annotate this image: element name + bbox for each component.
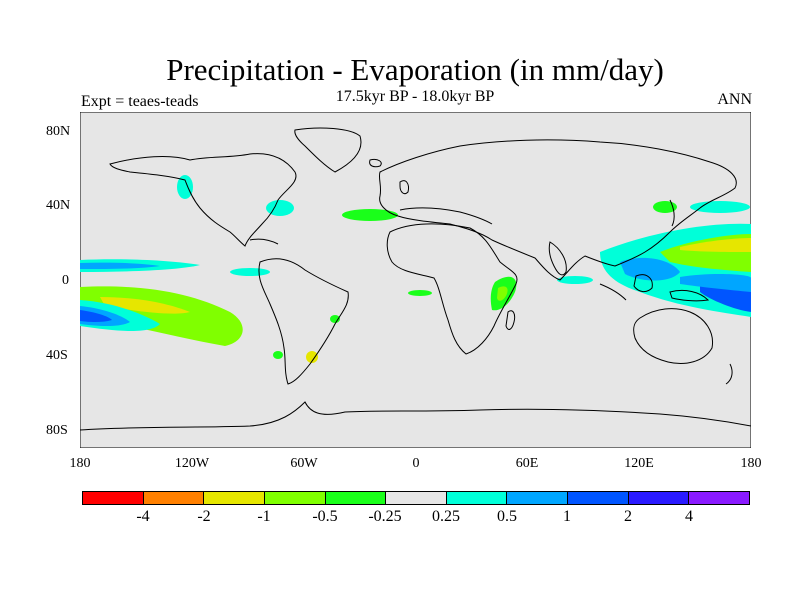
colorbar-swatch bbox=[83, 492, 144, 504]
colorbar-label: -0.25 bbox=[368, 508, 402, 525]
coast-north-america bbox=[109, 153, 297, 247]
coast-antarctica bbox=[80, 401, 751, 431]
colorbar-label: 0.5 bbox=[497, 508, 517, 525]
colorbar-label: 2 bbox=[624, 508, 632, 525]
coast-india bbox=[548, 241, 567, 276]
colorbar bbox=[82, 491, 750, 505]
contour-blob-nwpac bbox=[690, 201, 750, 213]
experiment-label: Expt = teaes-teads bbox=[81, 93, 199, 110]
coast-new-zealand bbox=[725, 363, 733, 385]
coast-madagascar bbox=[505, 310, 516, 330]
coast-south-america bbox=[258, 258, 349, 385]
colorbar-swatch bbox=[446, 492, 508, 504]
coast-eurasia bbox=[378, 139, 737, 281]
colorbar-swatch bbox=[689, 492, 750, 504]
contour-band-sp-deepblue bbox=[80, 310, 112, 322]
contour-band-sp-yellow bbox=[100, 297, 190, 314]
contour-blob-sa3 bbox=[273, 351, 283, 359]
coast-caribbean bbox=[249, 238, 279, 245]
world-map bbox=[80, 112, 751, 448]
coast-uk bbox=[399, 180, 409, 195]
colorbar-label: 0.25 bbox=[432, 508, 460, 525]
colorbar-label: -1 bbox=[257, 508, 271, 525]
colorbar-label: -4 bbox=[136, 508, 150, 525]
colorbar-swatch bbox=[325, 492, 387, 504]
y-tick-label: 40N bbox=[46, 198, 71, 213]
colorbar-label: -2 bbox=[197, 508, 211, 525]
y-tick-label: 80S bbox=[46, 423, 68, 438]
chart-subtitle: 17.5kyr BP - 18.0kyr BP bbox=[335, 88, 495, 105]
x-tick-label: 180 bbox=[69, 456, 91, 471]
colorbar-swatch bbox=[507, 492, 569, 504]
contour-band-wp-blue2 bbox=[680, 274, 751, 292]
x-tick-label: 60W bbox=[290, 456, 318, 471]
chart-title: Precipitation - Evaporation (in mm/day) bbox=[166, 52, 664, 87]
contour-blob-sa2 bbox=[330, 315, 340, 323]
y-tick-label: 0 bbox=[62, 273, 69, 288]
contour-blob-atl1 bbox=[342, 209, 398, 221]
contour-blob-atl2 bbox=[266, 200, 294, 216]
x-tick-label: 120E bbox=[624, 456, 654, 471]
contour-blob-atl-eq bbox=[408, 290, 432, 296]
contour-blob-atl3 bbox=[230, 268, 270, 276]
coast-mediterranean bbox=[399, 207, 493, 225]
coast-australia bbox=[633, 308, 714, 364]
colorbar-swatch bbox=[204, 492, 265, 504]
colorbar-swatch bbox=[143, 492, 205, 504]
coast-iceland bbox=[369, 159, 382, 168]
coast-sumatra bbox=[599, 283, 627, 301]
contour-band-eafrica-yellow bbox=[497, 286, 508, 301]
coastlines bbox=[80, 127, 751, 431]
x-tick-label: 180 bbox=[740, 456, 762, 471]
colorbar-label: 4 bbox=[685, 508, 693, 525]
x-tick-label: 0 bbox=[412, 456, 420, 471]
coast-africa bbox=[386, 223, 518, 355]
colorbar-label: 1 bbox=[563, 508, 571, 525]
y-tick-label: 40S bbox=[46, 348, 68, 363]
coast-new-guinea bbox=[669, 289, 710, 302]
coast-greenland bbox=[294, 127, 362, 173]
contour-blob-ind1 bbox=[557, 276, 593, 284]
x-tick-label: 60E bbox=[515, 456, 539, 471]
contour-blob-na bbox=[177, 175, 193, 199]
pme-contours bbox=[80, 175, 751, 363]
contour-blob-japan bbox=[653, 201, 677, 213]
x-tick-label: 120W bbox=[174, 456, 210, 471]
contour-blob-sa bbox=[306, 351, 318, 363]
contour-band-wp-blue bbox=[620, 257, 680, 281]
colorbar-swatch bbox=[386, 492, 447, 504]
colorbar-swatch bbox=[264, 492, 326, 504]
colorbar-label: -0.5 bbox=[312, 508, 338, 525]
contour-band-itcz-blue bbox=[80, 262, 160, 269]
coast-japan bbox=[669, 199, 675, 227]
y-tick-label: 80N bbox=[46, 124, 71, 139]
coast-borneo bbox=[633, 274, 653, 293]
colorbar-swatch bbox=[628, 492, 690, 504]
colorbar-swatch bbox=[568, 492, 629, 504]
season-label: ANN bbox=[717, 91, 752, 108]
contour-band-wp-yellow bbox=[680, 238, 751, 252]
